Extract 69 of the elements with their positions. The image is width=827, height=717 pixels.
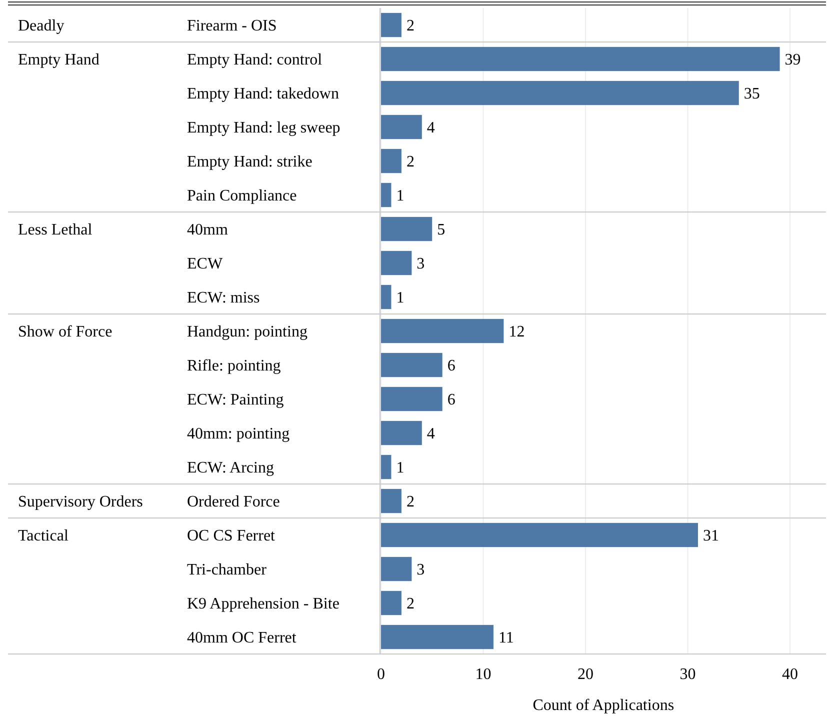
y2-tick-label: Tactical — [18, 528, 69, 545]
bar — [381, 250, 412, 276]
y-tick-label: Handgun: pointing — [187, 324, 308, 341]
x-tick-label: 20 — [578, 666, 594, 683]
data-label: 31 — [702, 528, 719, 545]
y-tick-label: Pain Compliance — [187, 188, 297, 205]
bar — [381, 148, 402, 174]
y-tick-label: Empty Hand: leg sweep — [187, 120, 340, 137]
data-label: 11 — [498, 630, 514, 647]
bar — [381, 420, 422, 446]
y-tick-label: K9 Apprehension - Bite — [187, 596, 340, 613]
bar — [381, 522, 698, 548]
data-label: 3 — [416, 256, 425, 273]
y-tick-label: 40mm OC Ferret — [187, 630, 297, 647]
data-label: 35 — [744, 86, 760, 103]
y-tick-label: 40mm: pointing — [187, 426, 290, 443]
data-label: 12 — [508, 324, 525, 341]
bar — [381, 386, 442, 412]
x-axis-title: Count of Applications — [532, 697, 674, 714]
y-tick-label: ECW: Arcing — [187, 460, 274, 477]
x-tick-label: 40 — [782, 666, 798, 683]
data-label: 39 — [784, 52, 801, 69]
data-label: 2 — [406, 18, 414, 35]
y2-tick-label: Supervisory Orders — [18, 494, 143, 511]
bar — [381, 284, 392, 310]
bar — [381, 114, 422, 140]
data-label: 2 — [406, 494, 414, 511]
bar — [381, 318, 504, 344]
y-tick-label: Empty Hand: strike — [187, 154, 312, 171]
y-tick-label: Empty Hand: takedown — [187, 86, 339, 103]
x-tick-label: 30 — [680, 666, 696, 683]
y-tick-label: Rifle: pointing — [187, 358, 281, 375]
bar — [381, 46, 780, 72]
y-tick-label: Tri-chamber — [187, 562, 268, 579]
data-label: 1 — [396, 188, 404, 205]
x-tick-label: 10 — [475, 666, 492, 683]
data-label: 2 — [406, 154, 414, 171]
data-label: 1 — [396, 460, 404, 477]
y-tick-label: 40mm — [187, 222, 228, 239]
y-tick-label: ECW — [187, 256, 224, 273]
data-label: 6 — [447, 392, 456, 409]
bar — [381, 182, 392, 208]
bar — [381, 216, 432, 242]
x-tick-label: 0 — [377, 666, 385, 683]
data-label: 4 — [426, 120, 435, 137]
y-tick-label: Empty Hand: control — [187, 52, 323, 69]
y2-tick-label: Show of Force — [18, 324, 112, 341]
bar — [381, 590, 402, 616]
y-tick-label: Firearm - OIS — [187, 18, 277, 35]
y-tick-label: ECW: Painting — [187, 392, 284, 409]
data-label: 2 — [406, 596, 414, 613]
y-tick-label: Ordered Force — [187, 494, 280, 511]
bar — [381, 454, 392, 480]
y2-tick-label: Empty Hand — [18, 52, 100, 69]
bar — [381, 488, 402, 514]
y-tick-label: OC CS Ferret — [187, 528, 276, 545]
bar — [381, 352, 442, 378]
data-label: 6 — [447, 358, 456, 375]
y-tick-label: ECW: miss — [187, 290, 260, 307]
data-label: 4 — [426, 426, 435, 443]
bar — [381, 12, 402, 38]
bar — [381, 624, 494, 650]
bar — [381, 80, 739, 106]
data-label: 3 — [416, 562, 425, 579]
data-label: 1 — [396, 290, 404, 307]
bar — [381, 556, 412, 582]
data-label: 5 — [437, 222, 446, 239]
y2-tick-label: Less Lethal — [18, 222, 93, 239]
y2-tick-label: Deadly — [18, 18, 64, 35]
